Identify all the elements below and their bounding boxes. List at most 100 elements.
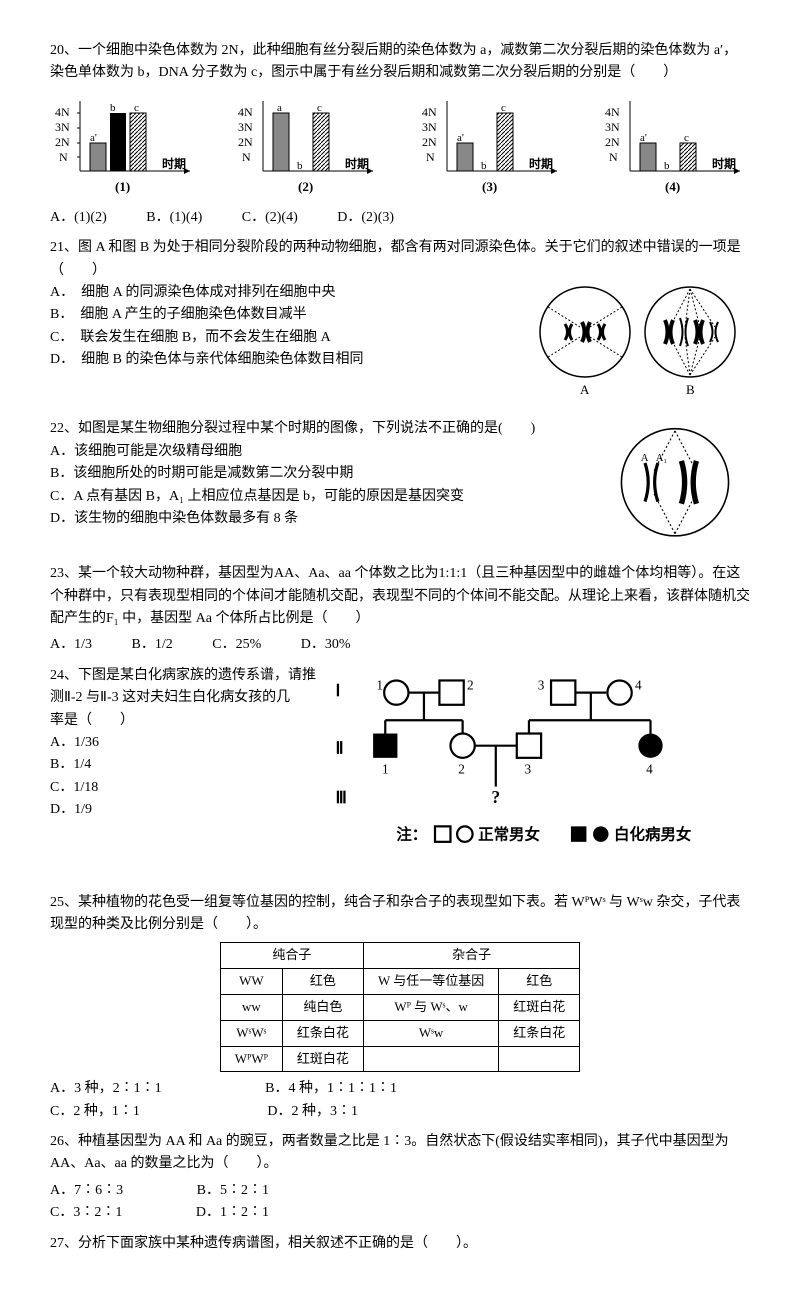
svg-text:3N: 3N xyxy=(605,120,620,134)
q21-figure: A B xyxy=(530,282,750,410)
cell: WᴾWᴾ xyxy=(220,1046,282,1072)
svg-text:Ⅲ: Ⅲ xyxy=(336,788,347,807)
q24-pedigree: Ⅰ 1 2 3 4 xyxy=(330,665,750,861)
svg-text:a': a' xyxy=(457,132,464,144)
q22-opt-c[interactable]: C．A 点有基因 B，A₁ 上相应位点基因是 b，可能的原因是基因突变 xyxy=(50,486,600,508)
cell: 红斑白花 xyxy=(499,994,580,1020)
q26-opt-a[interactable]: A．7∶6∶3 xyxy=(50,1180,123,1202)
svg-text:c: c xyxy=(501,102,506,114)
svg-text:3N: 3N xyxy=(55,120,70,134)
q25-h-homo: 纯合子 xyxy=(220,943,363,969)
q22-opt-d[interactable]: D．该生物的细胞中染色体数最多有 8 条 xyxy=(50,508,600,530)
svg-text:时期: 时期 xyxy=(529,156,553,171)
svg-text:1: 1 xyxy=(382,761,389,776)
q20-chart-1: 4N 3N 2N N a' b c 时期 (1) xyxy=(50,91,200,201)
q25-opt-c[interactable]: C．2 种，1∶1 xyxy=(50,1101,140,1123)
q21: 21、图 A 和图 B 为处于相同分裂阶段的两种动物细胞，都含有两对同源染色体。… xyxy=(50,237,750,410)
q21-opt-a[interactable]: A． 细胞 A 的同源染色体成对排列在细胞中央 xyxy=(50,282,530,304)
svg-text:3: 3 xyxy=(525,761,532,776)
q21-stem: 21、图 A 和图 B 为处于相同分裂阶段的两种动物细胞，都含有两对同源染色体。… xyxy=(50,237,750,282)
q26-options: A．7∶6∶3 B．5∶2∶1 C．3∶2∶1 D．1∶2∶1 xyxy=(50,1180,750,1225)
svg-text:A: A xyxy=(580,382,590,397)
svg-text:b: b xyxy=(664,160,670,172)
q23-options: A．1/3 B．1/2 C．25% D．30% xyxy=(50,634,750,656)
q21-opt-d[interactable]: D． 细胞 B 的染色体与亲代体细胞染色体数目相同 xyxy=(50,349,530,371)
q24-opt-c[interactable]: C．1/18 xyxy=(50,777,330,799)
q27: 27、分析下面家族中某种遗传病谱图，相关叙述不正确的是（ ）。 xyxy=(50,1233,750,1255)
svg-text:4N: 4N xyxy=(422,105,437,119)
cell xyxy=(363,1046,498,1072)
q22-opt-a[interactable]: A．该细胞可能是次级精母细胞 xyxy=(50,441,600,463)
q23-opt-d[interactable]: D．30% xyxy=(301,634,351,656)
svg-text:c: c xyxy=(317,102,322,114)
q20-chart-2: 4N3N 2NN a b c 时期 (2) xyxy=(233,91,383,201)
svg-text:2N: 2N xyxy=(55,135,70,149)
q26-opt-d[interactable]: D．1∶2∶1 xyxy=(196,1202,269,1224)
svg-text:a: a xyxy=(277,102,282,114)
svg-text:b: b xyxy=(297,160,303,172)
svg-text:b: b xyxy=(110,102,116,114)
q20-opt-b[interactable]: B．(1)(4) xyxy=(146,207,202,229)
svg-text:N: N xyxy=(609,150,618,164)
svg-text:(2): (2) xyxy=(298,179,313,194)
q22-stem: 22、如图是某生物细胞分裂过程中某个时期的图像，下列说法不正确的是( ) xyxy=(50,418,600,440)
q24-opt-a[interactable]: A．1/36 xyxy=(50,732,330,754)
svg-text:N: N xyxy=(59,150,68,164)
svg-text:(3): (3) xyxy=(482,179,497,194)
svg-text:2: 2 xyxy=(467,677,474,692)
svg-text:(1): (1) xyxy=(115,179,130,194)
q23: 23、某一个较大动物种群，基因型为AA、Aa、aa 个体数之比为1:1:1（且三… xyxy=(50,563,750,657)
svg-text:(4): (4) xyxy=(665,179,680,194)
q20-stem: 20、一个细胞中染色体数为 2N，此种细胞有丝分裂后期的染色体数为 a，减数第二… xyxy=(50,40,750,85)
svg-text:Ⅰ: Ⅰ xyxy=(336,681,341,700)
cell xyxy=(499,1046,580,1072)
q20-chart-4: 4N3N 2NN a' b c 时期 (4) xyxy=(600,91,750,201)
q23-stem: 23、某一个较大动物种群，基因型为AA、Aa、aa 个体数之比为1:1:1（且三… xyxy=(50,563,750,630)
cell: ww xyxy=(220,994,282,1020)
svg-text:a': a' xyxy=(640,132,647,144)
q24: 24、下图是某白化病家族的遗传系谱，请推 测Ⅱ-2 与Ⅱ-3 这对夫妇生白化病女… xyxy=(50,665,750,861)
q23-opt-b[interactable]: B．1/2 xyxy=(132,634,173,656)
svg-text:4N: 4N xyxy=(238,105,253,119)
q26-opt-b[interactable]: B．5∶2∶1 xyxy=(197,1180,269,1202)
svg-text:4: 4 xyxy=(635,677,642,692)
q20-charts: 4N 3N 2N N a' b c 时期 (1) 4N3N 2NN a b c xyxy=(50,91,750,201)
svg-text:A₁: A₁ xyxy=(656,452,667,464)
svg-text:4N: 4N xyxy=(55,105,70,119)
q23-opt-a[interactable]: A．1/3 xyxy=(50,634,92,656)
svg-text:2N: 2N xyxy=(422,135,437,149)
q25-stem: 25、某种植物的花色受一组复等位基因的控制，纯合子和杂合子的表现型如下表。若 W… xyxy=(50,892,750,937)
q25-opt-a[interactable]: A．3 种，2∶1∶1 xyxy=(50,1078,162,1100)
q24-stem-2: 测Ⅱ-2 与Ⅱ-3 这对夫妇生白化病女孩的几 xyxy=(50,687,330,709)
q20: 20、一个细胞中染色体数为 2N，此种细胞有丝分裂后期的染色体数为 a，减数第二… xyxy=(50,40,750,229)
q22: 22、如图是某生物细胞分裂过程中某个时期的图像，下列说法不正确的是( ) A．该… xyxy=(50,418,750,555)
q20-opt-d[interactable]: D．(2)(3) xyxy=(337,207,394,229)
q20-opt-c[interactable]: C．(2)(4) xyxy=(242,207,298,229)
q25-h-hetero: 杂合子 xyxy=(363,943,579,969)
svg-text:2N: 2N xyxy=(605,135,620,149)
q23-opt-c[interactable]: C．25% xyxy=(212,634,261,656)
svg-text:时期: 时期 xyxy=(345,156,369,171)
svg-text:3: 3 xyxy=(538,677,545,692)
svg-text:3N: 3N xyxy=(422,120,437,134)
svg-text:a': a' xyxy=(90,132,97,144)
q21-opt-c[interactable]: C． 联会发生在细胞 B，而不会发生在细胞 A xyxy=(50,327,530,349)
cell: 纯白色 xyxy=(282,994,363,1020)
q25-opt-b[interactable]: B．4 种，1∶1∶1∶1 xyxy=(265,1078,397,1100)
q20-opt-a[interactable]: A．(1)(2) xyxy=(50,207,107,229)
q26-opt-c[interactable]: C．3∶2∶1 xyxy=(50,1202,122,1224)
svg-text:2: 2 xyxy=(458,761,465,776)
cell: Wᴾ 与 Wˢ、w xyxy=(363,994,498,1020)
q22-opt-b[interactable]: B．该细胞所处的时期可能是减数第二次分裂中期 xyxy=(50,463,600,485)
svg-text:时期: 时期 xyxy=(712,156,736,171)
svg-text:c: c xyxy=(134,102,139,114)
svg-text:N: N xyxy=(242,150,251,164)
q24-opt-b[interactable]: B．1/4 xyxy=(50,754,330,776)
svg-text:2N: 2N xyxy=(238,135,253,149)
cell: 红色 xyxy=(282,969,363,995)
q24-opt-d[interactable]: D．1/9 xyxy=(50,799,330,821)
q25-options: A．3 种，2∶1∶1 B．4 种，1∶1∶1∶1 C．2 种，1∶1 D．2 … xyxy=(50,1078,750,1123)
q22-figure: A A₁ xyxy=(600,418,750,555)
q21-opt-b[interactable]: B． 细胞 A 产生的子细胞染色体数目减半 xyxy=(50,304,530,326)
q25-opt-d[interactable]: D．2 种，3∶1 xyxy=(267,1101,358,1123)
